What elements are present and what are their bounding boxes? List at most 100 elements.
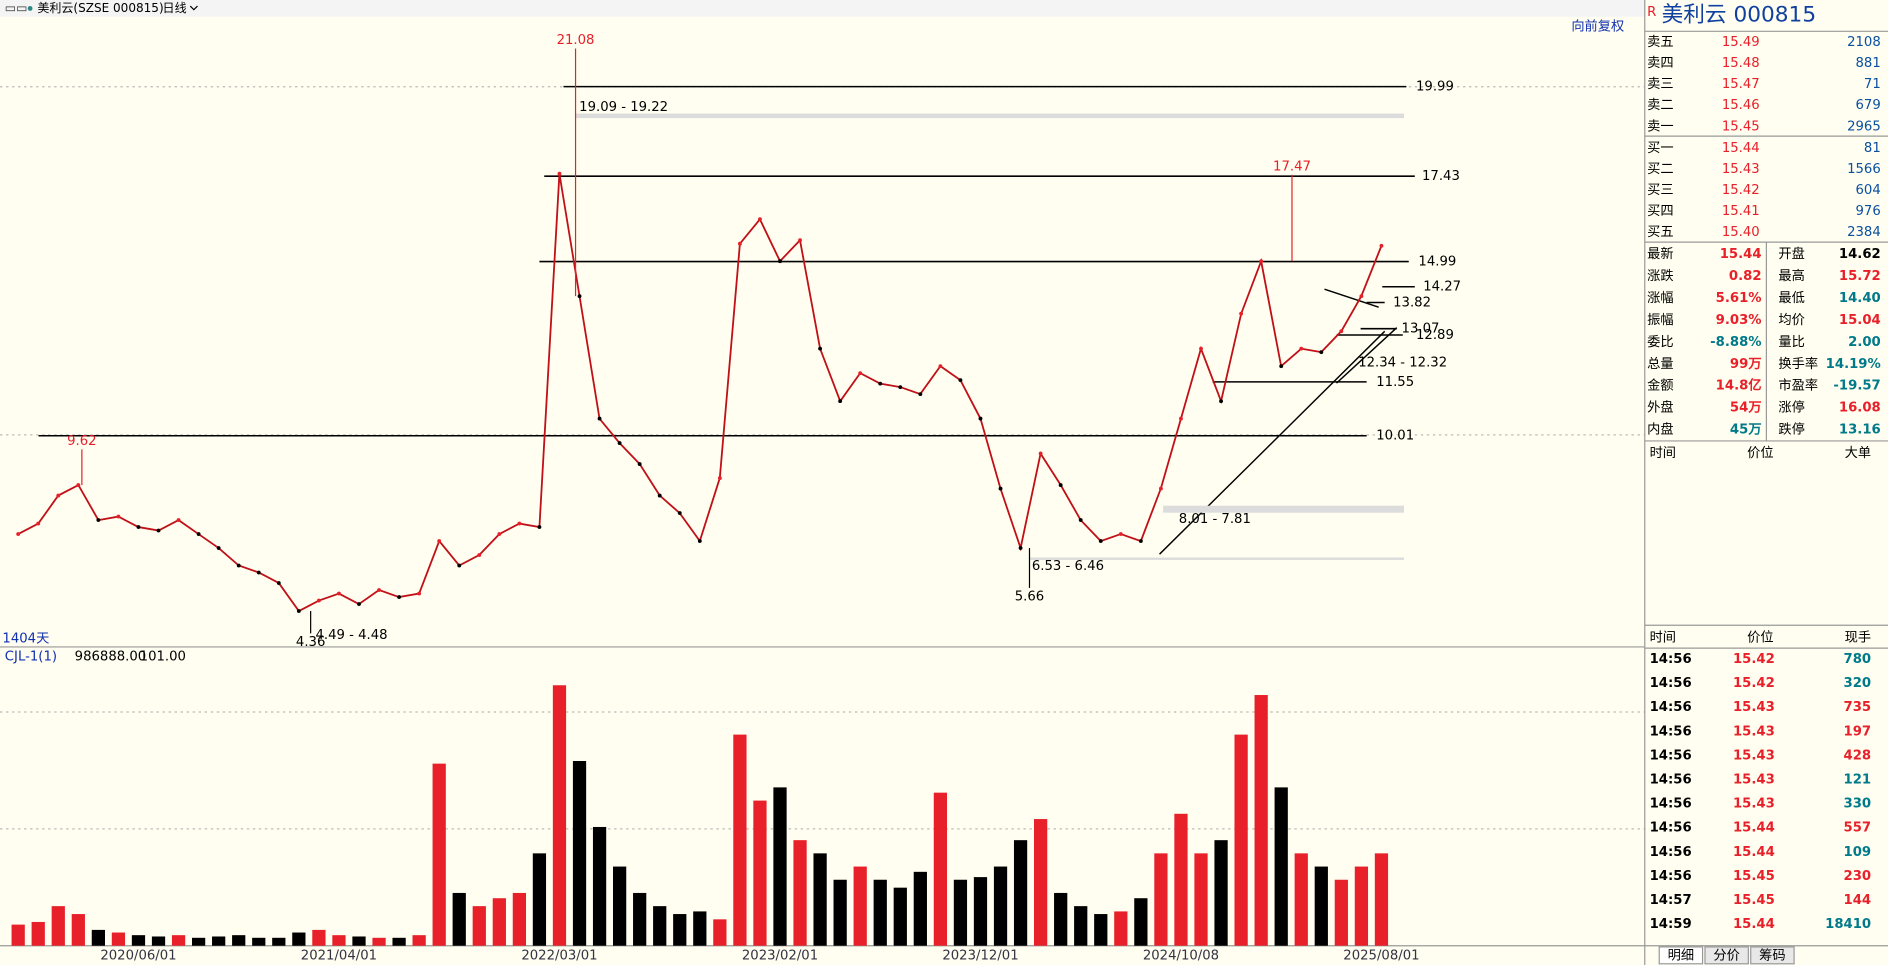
trade-volume: 330 — [1844, 797, 1872, 812]
stat-label: 涨幅 — [1647, 290, 1673, 306]
level-label: 14.99 — [1418, 255, 1456, 270]
trade-price: 15.42 — [1733, 652, 1775, 667]
indicator-name[interactable]: CJL-1(1) — [5, 650, 57, 665]
stat-label: 最低 — [1778, 290, 1804, 306]
stat-label: 跌停 — [1778, 421, 1804, 438]
volume-bar — [873, 879, 887, 946]
stat-label: 金额 — [1647, 378, 1673, 394]
trade-volume: 320 — [1844, 676, 1872, 691]
tab-label[interactable]: 分价 — [1713, 947, 1739, 963]
volume-bar — [733, 734, 747, 946]
tab-label[interactable]: 筹码 — [1759, 946, 1785, 963]
book-label: 买一 — [1647, 140, 1673, 156]
trade-time: 14:56 — [1650, 724, 1692, 739]
book-price: 15.40 — [1722, 225, 1760, 240]
volume-bar — [171, 935, 186, 946]
trade-time: 14:57 — [1650, 893, 1692, 908]
book-label: 卖三 — [1647, 76, 1673, 92]
volume-bar — [933, 792, 948, 946]
volume-bar — [272, 937, 286, 946]
window-icon[interactable]: ▭▭ — [5, 1, 28, 15]
price-point — [1078, 518, 1083, 522]
trade-price: 15.43 — [1733, 724, 1775, 739]
trade-volume: 144 — [1844, 893, 1872, 908]
volume-bar — [332, 935, 346, 946]
stat-value: 15.44 — [1720, 247, 1762, 262]
trade-volume: 230 — [1844, 869, 1872, 884]
stat-label: 最高 — [1778, 267, 1804, 284]
trade-time: 14:56 — [1650, 748, 1692, 763]
book-label: 买四 — [1647, 203, 1673, 219]
stat-value: 15.72 — [1839, 269, 1881, 284]
book-label: 卖五 — [1647, 34, 1673, 50]
book-volume: 976 — [1856, 204, 1881, 219]
book-volume: 1566 — [1847, 162, 1881, 177]
stat-label: 开盘 — [1778, 245, 1804, 262]
trade-time: 14:56 — [1650, 845, 1692, 860]
price-point — [497, 532, 502, 536]
period[interactable]: 日线 — [163, 1, 187, 15]
price-point — [36, 521, 41, 526]
x-tick-label: 2023/12/01 — [942, 948, 1018, 963]
price-point — [878, 381, 883, 386]
price-point — [758, 217, 762, 222]
price-point — [256, 570, 261, 575]
tab-label[interactable]: 明细 — [1668, 947, 1694, 963]
trade-time: 14:56 — [1650, 821, 1692, 836]
price-point — [437, 539, 442, 543]
tab[interactable] — [1658, 946, 1704, 965]
column-header: 价位 — [1747, 445, 1773, 461]
volume-bar — [1374, 853, 1389, 946]
price-point — [1038, 451, 1043, 456]
trend-line — [1159, 330, 1386, 555]
volume-bar — [893, 887, 907, 946]
stat-value: 45万 — [1730, 422, 1762, 438]
book-price: 15.47 — [1722, 77, 1760, 92]
symbol[interactable]: 美利云(SZSE 000815) — [37, 1, 163, 15]
stat-label: 振幅 — [1647, 312, 1673, 328]
tab[interactable] — [1704, 946, 1749, 965]
price-point — [1058, 483, 1063, 488]
adjust-button[interactable]: 向前复权 — [1571, 18, 1624, 35]
trade-time: 14:56 — [1650, 700, 1692, 715]
volume-bar — [1254, 695, 1268, 946]
volume-bar — [1214, 840, 1228, 946]
volume-bar — [1094, 914, 1108, 946]
trade-time: 14:56 — [1650, 869, 1692, 884]
volume-bar — [372, 937, 386, 946]
trade-volume: 197 — [1844, 724, 1872, 739]
stat-label: 量比 — [1778, 334, 1804, 350]
volume-bar — [592, 826, 607, 946]
trade-price: 15.44 — [1733, 845, 1775, 860]
status-dot — [27, 6, 33, 11]
stat-value: 13.16 — [1839, 423, 1881, 438]
price-point — [116, 514, 121, 519]
stat-label: 市盈率 — [1778, 377, 1818, 394]
x-tick-label: 2023/02/01 — [742, 948, 818, 963]
level-label: 13.82 — [1393, 295, 1431, 310]
level-label: 13.07 — [1402, 322, 1440, 337]
price-point — [717, 476, 722, 481]
trade-price: 15.44 — [1733, 917, 1775, 932]
book-price: 15.41 — [1722, 204, 1760, 219]
tab[interactable] — [1750, 946, 1795, 965]
price-point — [1199, 346, 1203, 351]
low-label: 5.66 — [1015, 589, 1044, 604]
price-point — [357, 602, 361, 606]
volume-bar — [292, 932, 306, 946]
book-label: 卖一 — [1647, 118, 1673, 134]
range-label: 12.34 - 12.32 — [1358, 356, 1447, 371]
high-label: 9.62 — [67, 434, 96, 449]
stat-value: 16.08 — [1839, 401, 1881, 416]
price-point — [918, 392, 923, 397]
high-label: 17.47 — [1273, 159, 1311, 174]
trade-volume: 735 — [1844, 700, 1872, 715]
price-point — [597, 416, 602, 421]
volume-bar — [1234, 734, 1248, 946]
price-point — [1379, 243, 1384, 248]
price-point — [296, 609, 301, 613]
price-point — [1359, 294, 1364, 299]
price-point — [557, 171, 562, 176]
dropdown-arrow[interactable] — [189, 5, 198, 11]
trade-price: 15.45 — [1733, 893, 1775, 908]
